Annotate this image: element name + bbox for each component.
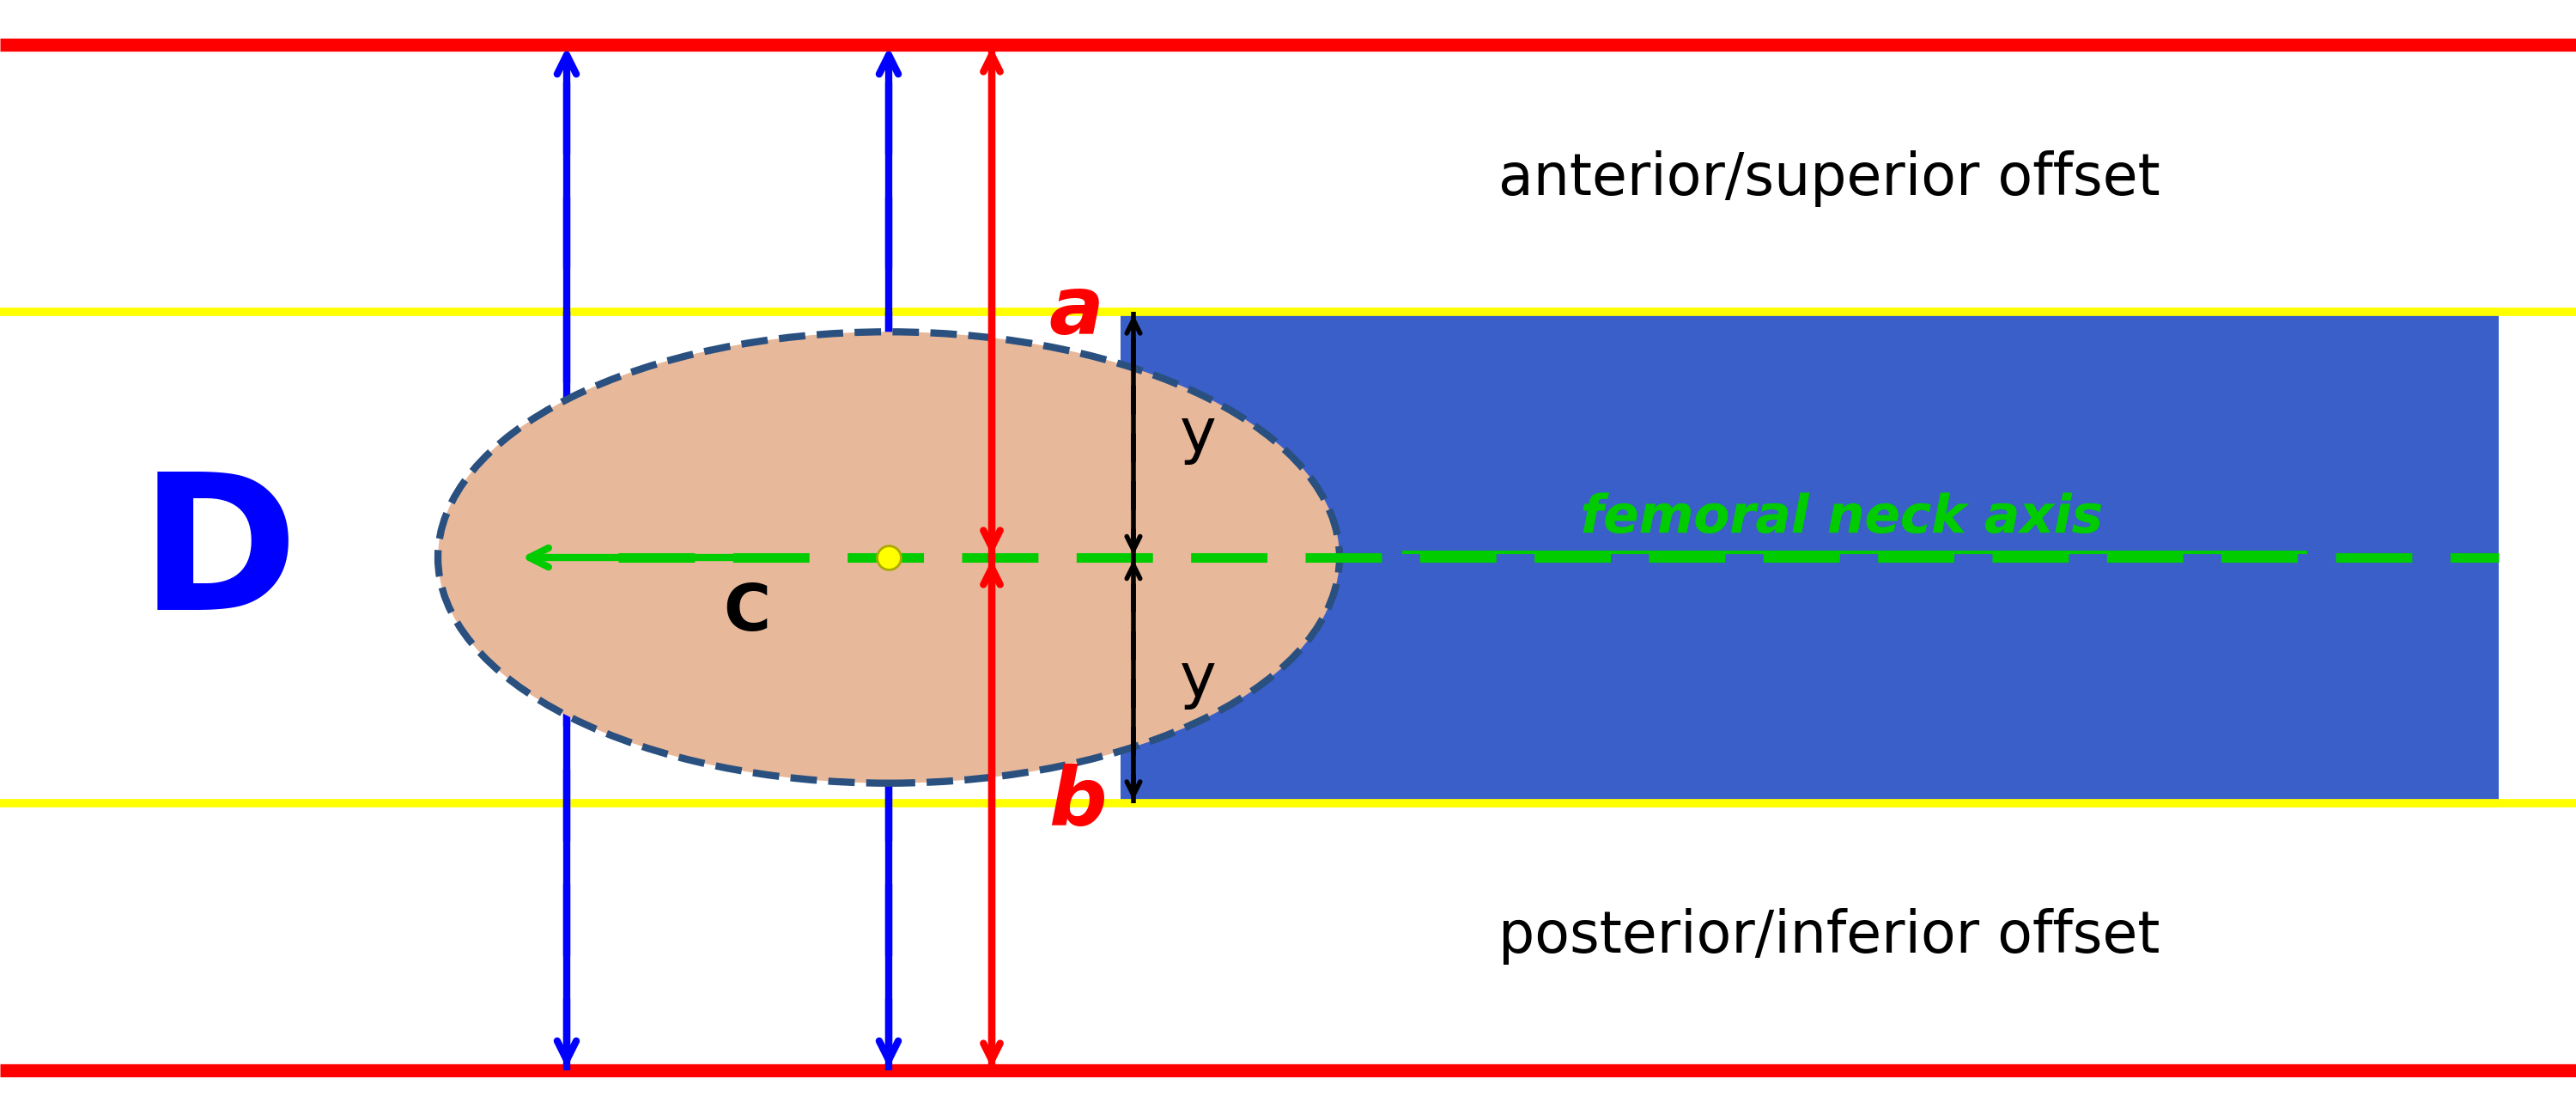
Bar (1121, 312, 2499, 803)
Text: femoral neck axis: femoral neck axis (1582, 493, 2102, 544)
Ellipse shape (438, 332, 1340, 783)
Text: D: D (139, 466, 299, 649)
Text: a: a (1048, 273, 1103, 351)
Text: b: b (1048, 764, 1108, 842)
Text: y: y (1180, 650, 1216, 710)
Text: C: C (724, 582, 770, 644)
Text: posterior/inferior offset: posterior/inferior offset (1499, 909, 2159, 964)
Text: y: y (1180, 405, 1216, 465)
Text: anterior/superior offset: anterior/superior offset (1499, 151, 2159, 206)
